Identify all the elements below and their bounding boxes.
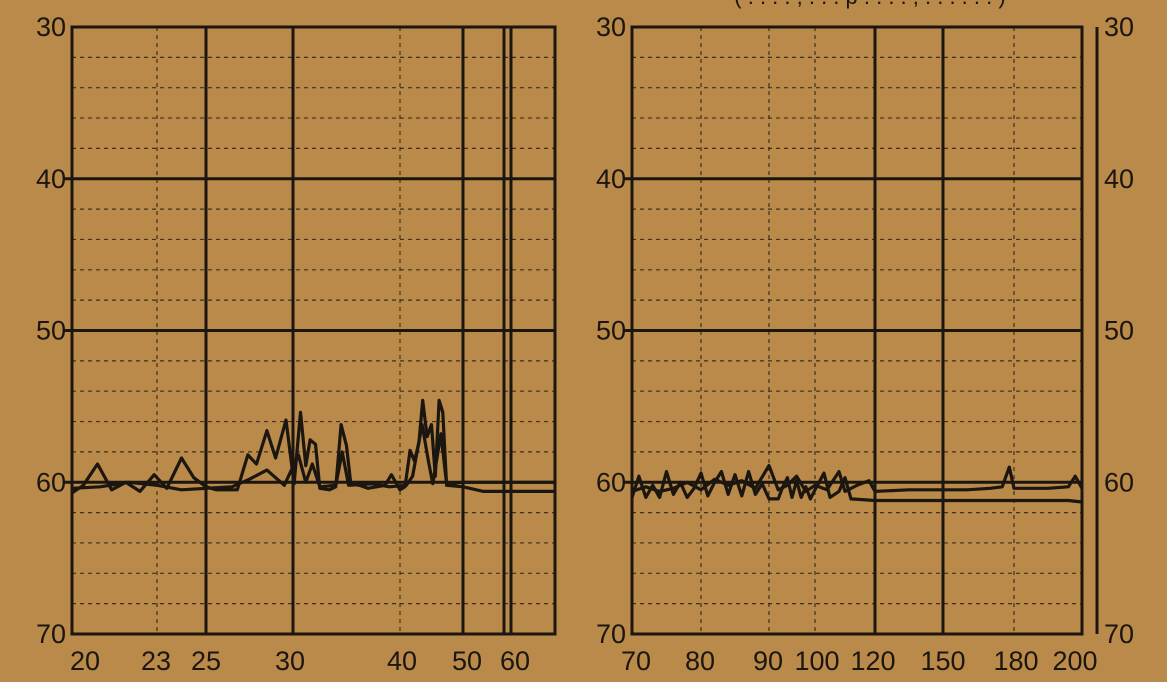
series-1-line	[71, 398, 555, 495]
y-tick-label: 70	[36, 619, 66, 649]
y-tick-label: 60	[36, 467, 66, 497]
plot-frame	[630, 25, 1084, 636]
right-y-tick-label: 40	[1104, 164, 1134, 194]
x-tick-label: 120	[850, 646, 895, 676]
plot-frame	[70, 25, 557, 636]
x-tick-label: 90	[753, 646, 783, 676]
right-y-axis: 30 40 50 60 70	[1095, 12, 1134, 649]
y-tick-label: 40	[596, 164, 626, 194]
right-y-tick-label: 70	[1104, 619, 1134, 649]
y-tick-label: 60	[596, 467, 626, 497]
x-tick-label: 60	[500, 646, 530, 676]
x-tick-label: 70	[621, 646, 651, 676]
right-y-tick-label: 30	[1104, 12, 1134, 42]
series-2-line	[631, 464, 1084, 493]
y-tick-label: 70	[596, 619, 626, 649]
x-tick-label: 25	[191, 646, 221, 676]
y-tick-label: 30	[596, 12, 626, 42]
y-tick-label: 50	[36, 316, 66, 346]
x-tick-label: 180	[993, 646, 1038, 676]
x-tick-label: 40	[387, 646, 417, 676]
x-tick-label: 20	[70, 646, 100, 676]
x-tick-label: 30	[275, 646, 305, 676]
y-tick-label: 50	[596, 316, 626, 346]
x-tick-label: 200	[1052, 646, 1097, 676]
right-y-tick-label: 50	[1104, 316, 1134, 346]
x-tick-label: 23	[141, 646, 171, 676]
y-tick-label: 30	[36, 12, 66, 42]
x-tick-label: 50	[452, 646, 482, 676]
x-tick-label: 80	[685, 646, 715, 676]
x-tick-label: 150	[920, 646, 965, 676]
x-tick-label: 100	[794, 646, 839, 676]
header-fragment: ( . . . . , . . . p . . . . , . . . . . …	[734, 0, 1005, 9]
right-y-tick-label: 60	[1104, 467, 1134, 497]
series-2-line	[71, 423, 555, 492]
y-tick-label: 40	[36, 164, 66, 194]
